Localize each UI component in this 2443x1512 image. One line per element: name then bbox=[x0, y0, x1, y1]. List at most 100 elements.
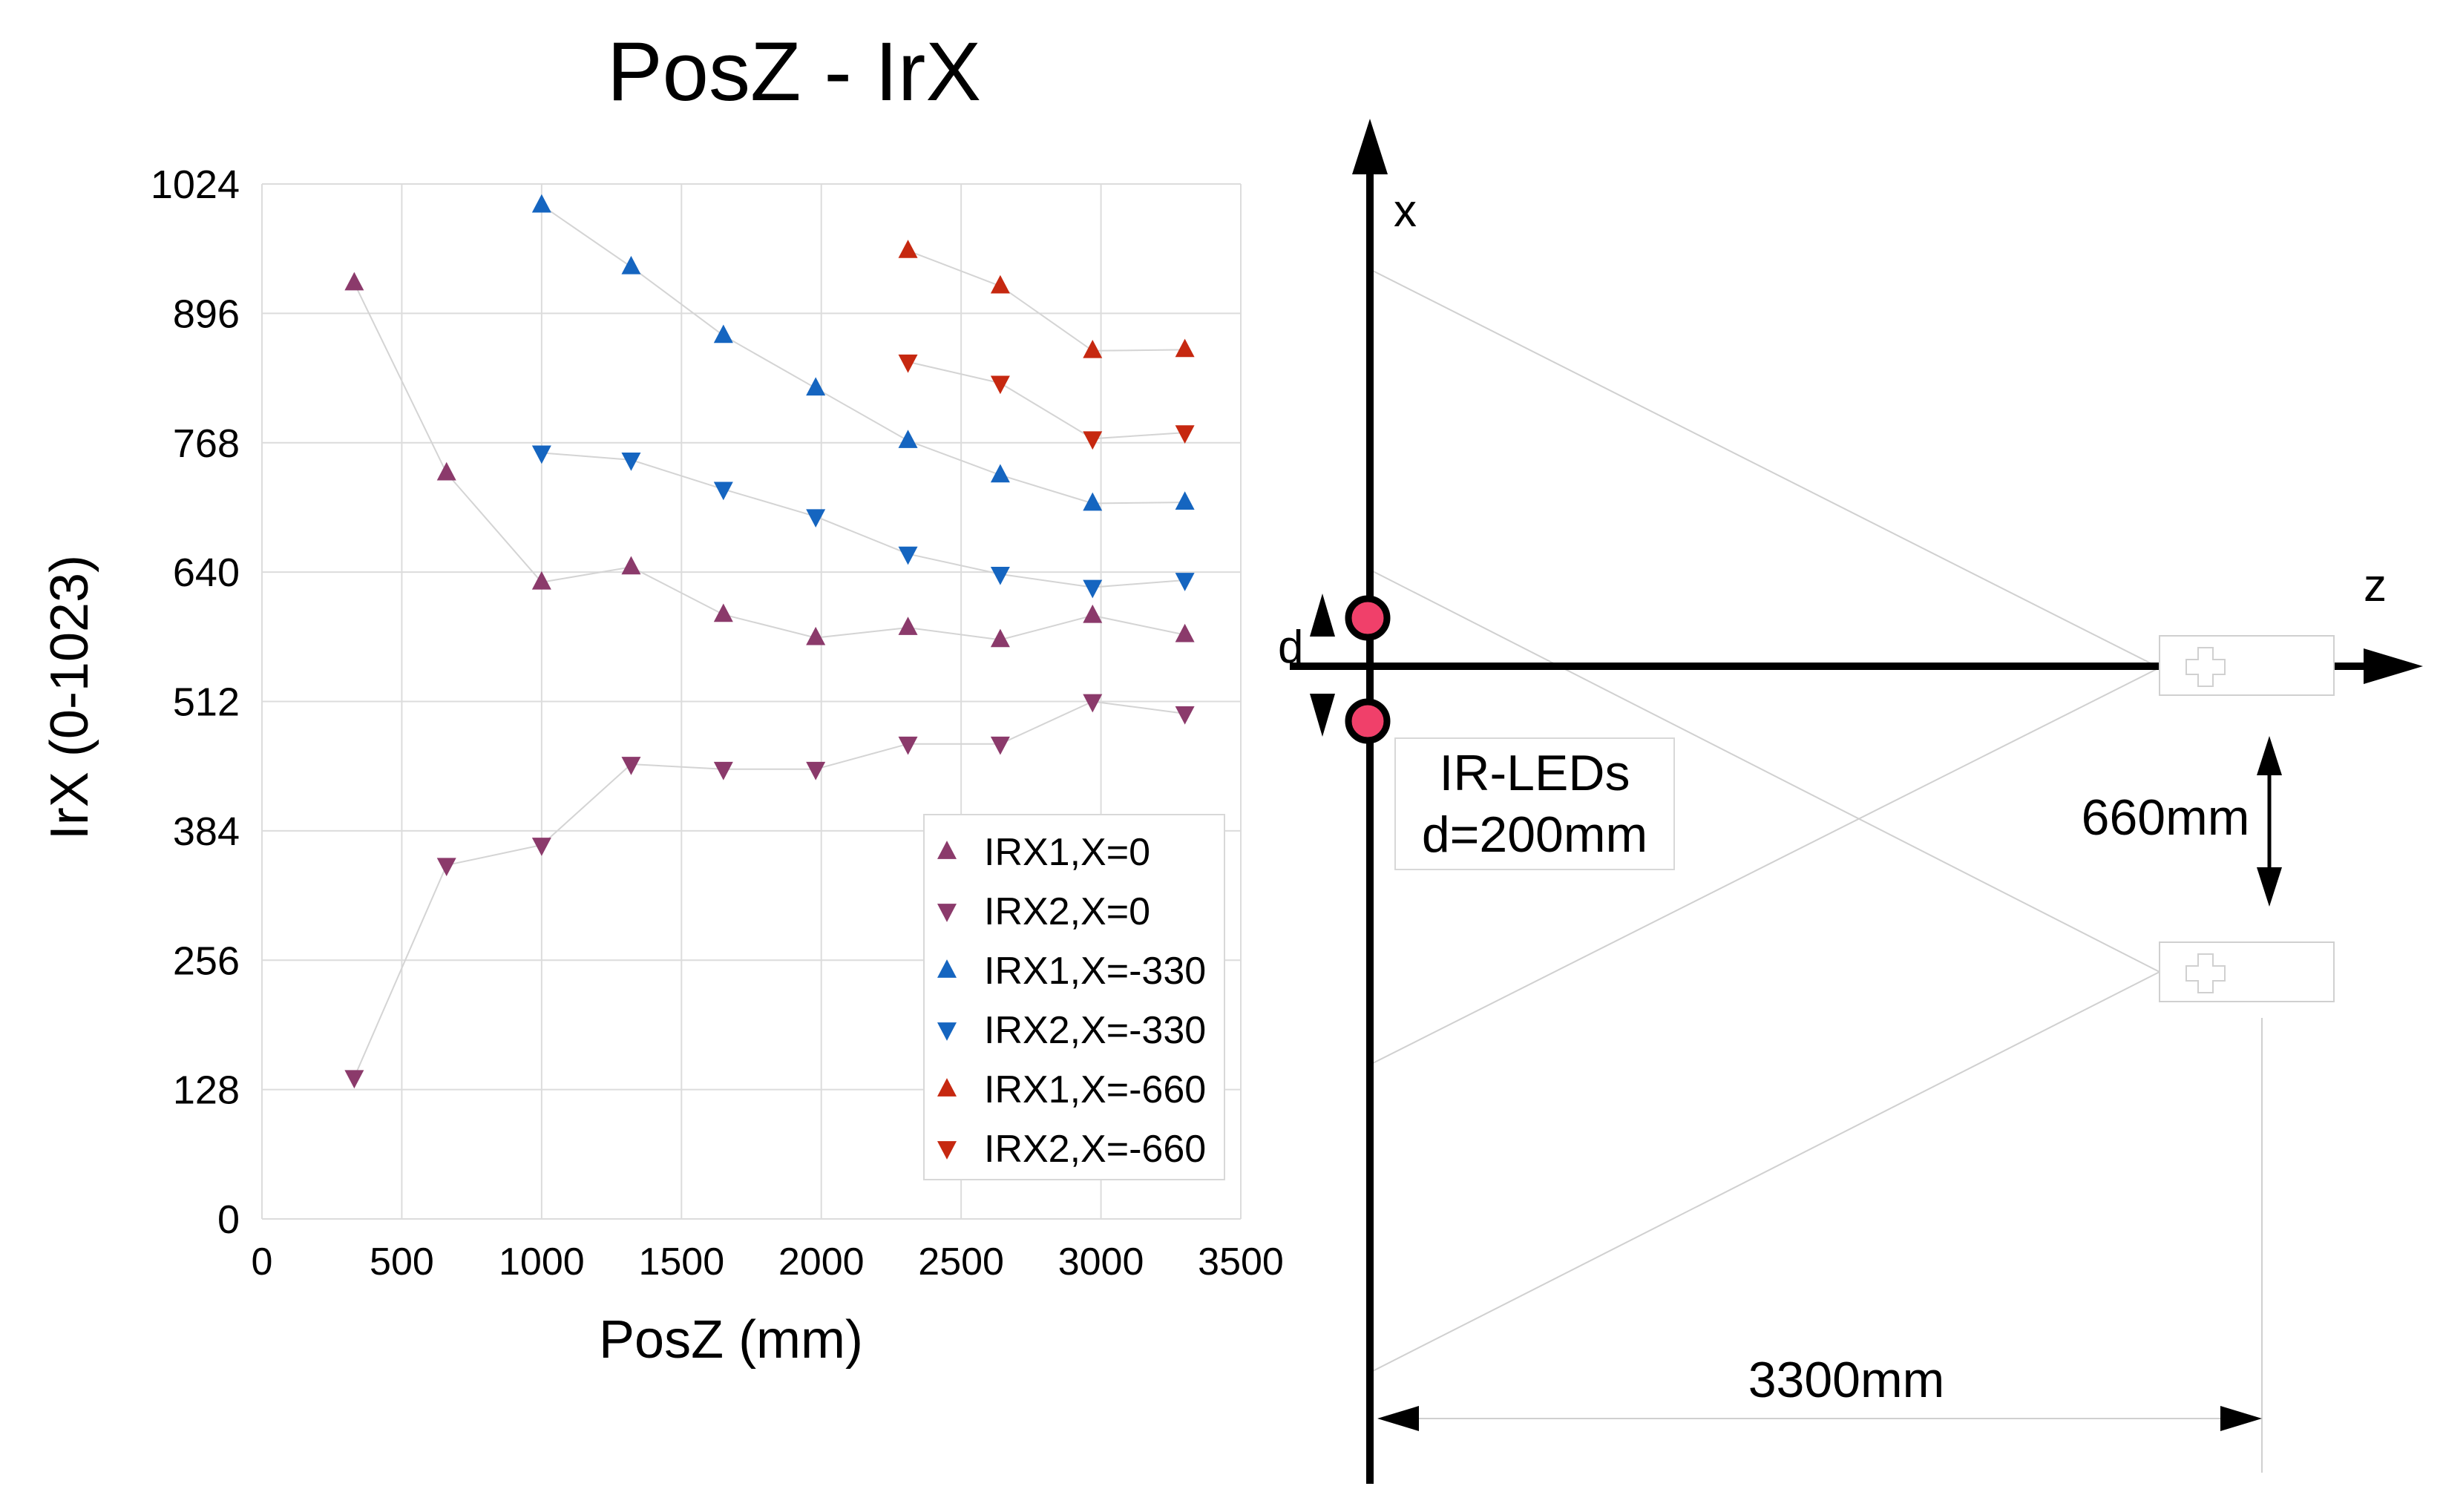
offset-label: 660mm bbox=[2082, 789, 2250, 846]
y-tick-label: 0 bbox=[217, 1197, 240, 1242]
dpad-icon bbox=[2185, 647, 2226, 687]
data-point bbox=[898, 736, 918, 755]
wiimote-bottom bbox=[2159, 941, 2335, 1002]
data-point bbox=[436, 461, 456, 481]
data-point bbox=[713, 481, 733, 501]
data-point bbox=[1083, 339, 1103, 358]
legend-marker bbox=[937, 1022, 957, 1041]
data-point bbox=[436, 858, 456, 877]
series-line bbox=[541, 452, 1185, 588]
data-point bbox=[898, 430, 918, 448]
data-point bbox=[1083, 604, 1103, 623]
ir-led-label-distance: d=200mm bbox=[1422, 806, 1647, 863]
series-line bbox=[541, 204, 1185, 504]
series-line bbox=[908, 361, 1185, 440]
y-tick-label: 512 bbox=[173, 680, 240, 725]
x-axis-letter: x bbox=[1394, 185, 1417, 237]
sight-lines bbox=[1369, 269, 2263, 1473]
data-point bbox=[990, 628, 1010, 648]
y-tick-label: 128 bbox=[173, 1068, 240, 1113]
data-point bbox=[990, 275, 1010, 294]
distance-label: 3300mm bbox=[1748, 1352, 1945, 1408]
data-point bbox=[990, 464, 1010, 483]
data-point bbox=[1175, 573, 1195, 591]
data-point bbox=[531, 571, 551, 590]
y-tick-label: 384 bbox=[173, 809, 240, 854]
legend-marker bbox=[937, 1141, 957, 1160]
data-point bbox=[898, 354, 918, 373]
data-point bbox=[531, 838, 551, 856]
data-point bbox=[1083, 492, 1103, 511]
chart: PosZ - IrX 0 500 1000 1500 2000 2500 3000 3500 … bbox=[40, 25, 1284, 1370]
data-point bbox=[531, 445, 551, 464]
y-axis-label: IrX (0-1023) bbox=[40, 555, 99, 840]
data-point bbox=[1175, 425, 1195, 444]
wiimote-top bbox=[2159, 635, 2335, 696]
data-point bbox=[1175, 338, 1195, 358]
ir-led-label-title: IR-LEDs bbox=[1440, 745, 1630, 801]
data-point bbox=[898, 240, 918, 258]
data-point bbox=[1175, 623, 1195, 642]
y-tick-label: 640 bbox=[173, 550, 240, 595]
legend-marker bbox=[937, 841, 957, 859]
data-point bbox=[1083, 431, 1103, 450]
chart-legend: IRX1,X=0 IRX2,X=0 IRX1,X=-330 IRX2,X=-330 IR… bbox=[923, 814, 1225, 1180]
series-line bbox=[353, 700, 1185, 1078]
x-tick-label: 1000 bbox=[499, 1240, 585, 1283]
legend-items: IRX1,X=0 IRX2,X=0 IRX1,X=-330 IRX2,X=-330 IR… bbox=[937, 831, 1206, 1171]
ir-led-upper bbox=[1345, 595, 1391, 641]
data-point bbox=[806, 377, 826, 396]
legend-label: IRX2,X=-660 bbox=[984, 1128, 1206, 1171]
z-axis-arrowhead bbox=[2364, 648, 2423, 684]
x-tick-label: 3500 bbox=[1198, 1240, 1284, 1283]
series-line bbox=[908, 249, 1185, 352]
data-point bbox=[990, 375, 1010, 395]
x-axis-label: PosZ (mm) bbox=[599, 1310, 863, 1370]
legend-label: IRX2,X=0 bbox=[984, 890, 1150, 933]
z-axis-letter: z bbox=[2364, 560, 2387, 611]
series-lines bbox=[353, 204, 1185, 1078]
y-tick-label: 256 bbox=[173, 939, 240, 983]
data-point bbox=[621, 453, 641, 471]
d-label: d bbox=[1278, 622, 1303, 673]
data-point bbox=[1175, 491, 1195, 510]
data-point bbox=[806, 626, 826, 645]
diagram: x z d IR-LEDs d=200mm bbox=[1278, 119, 2423, 1484]
legend-marker bbox=[937, 959, 957, 978]
distance-arrow: 3300mm bbox=[1377, 1352, 2262, 1431]
ir-led-label-box bbox=[1394, 737, 1675, 870]
legend-label: IRX1,X=0 bbox=[984, 831, 1150, 874]
data-point bbox=[713, 761, 733, 780]
data-point bbox=[990, 736, 1010, 755]
data-point bbox=[898, 617, 918, 635]
data-point bbox=[990, 566, 1010, 585]
x-tick-label: 2500 bbox=[918, 1240, 1004, 1283]
x-axis-arrowhead bbox=[1352, 119, 1388, 174]
d-indicator: d bbox=[1278, 594, 1335, 737]
y-tick-label: 896 bbox=[173, 292, 240, 336]
offset-arrow: 660mm bbox=[2082, 736, 2282, 907]
chart-grid bbox=[261, 183, 1242, 1220]
y-tick-label: 1024 bbox=[151, 162, 240, 207]
data-point bbox=[1083, 694, 1103, 713]
data-point bbox=[713, 324, 733, 344]
data-point bbox=[344, 1070, 364, 1089]
data-point bbox=[713, 603, 733, 622]
data-point bbox=[806, 761, 826, 780]
legend-marker bbox=[937, 904, 957, 922]
data-point bbox=[531, 194, 551, 213]
legend-label: IRX1,X=-330 bbox=[984, 950, 1206, 993]
data-point bbox=[898, 546, 918, 565]
data-point bbox=[621, 757, 641, 775]
series-points bbox=[344, 194, 1195, 1089]
dpad-icon bbox=[2185, 953, 2226, 993]
data-point bbox=[1175, 706, 1195, 725]
chart-title: PosZ - IrX bbox=[607, 25, 981, 118]
data-point bbox=[621, 556, 641, 575]
legend-box bbox=[923, 814, 1225, 1180]
data-point bbox=[344, 272, 364, 291]
series-line bbox=[353, 283, 1185, 641]
x-tick-label: 500 bbox=[370, 1240, 434, 1283]
x-tick-label: 1500 bbox=[638, 1240, 724, 1283]
